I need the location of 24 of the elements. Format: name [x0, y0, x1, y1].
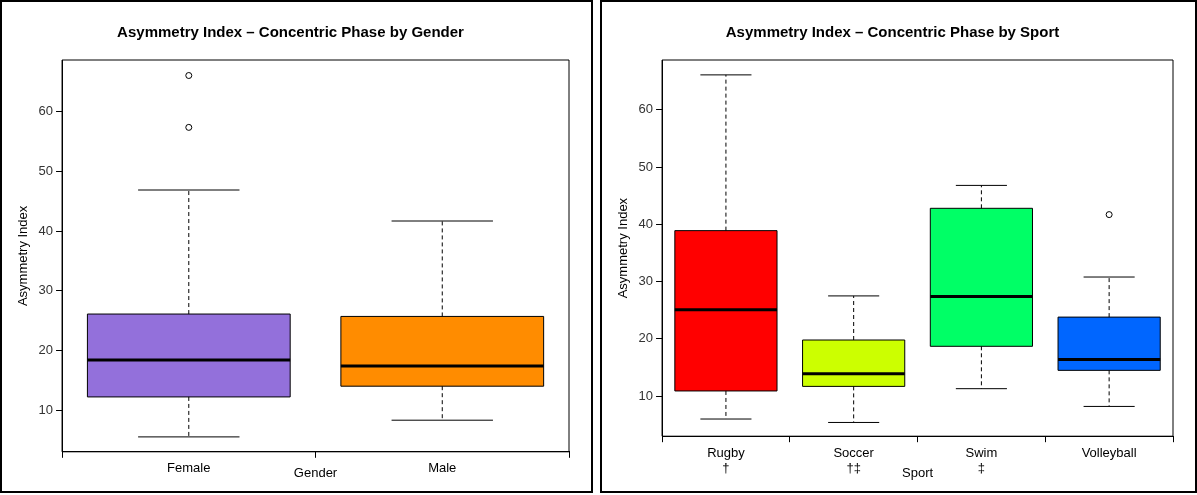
chart-title: Asymmetry Index – Concentric Phase by Sport [725, 23, 1060, 41]
y-tick-label: 40 [638, 215, 654, 231]
x-tick-label: Soccer †‡ [833, 444, 875, 476]
y-tick-label: 60 [638, 101, 654, 117]
y-axis-title: Asymmetry Index [15, 205, 31, 307]
x-axis-title: Gender [293, 464, 338, 480]
y-tick-label: 60 [38, 103, 54, 119]
y-tick-label: 50 [38, 163, 54, 179]
y-tick-label: 50 [638, 158, 654, 174]
x-tick-label: Male [428, 460, 457, 476]
y-tick-label: 20 [638, 330, 654, 346]
y-tick-label: 30 [38, 282, 54, 298]
y-axis-title: Asymmetry Index [615, 197, 631, 299]
y-tick-label: 20 [38, 342, 54, 357]
y-tick-label: 30 [638, 273, 654, 289]
x-tick-label: Rugby † [707, 444, 746, 476]
x-axis-title: Sport [901, 464, 934, 480]
y-tick-label: 10 [38, 401, 54, 417]
x-tick-label: Female [167, 460, 211, 476]
x-tick-label: Volleyball [1081, 444, 1137, 460]
y-tick-label: 40 [38, 222, 54, 238]
y-tick-label: 10 [638, 387, 654, 403]
x-tick-label: Swim ‡ [965, 444, 998, 476]
chart-title: Asymmetry Index – Concentric Phase by Gender [117, 23, 465, 41]
